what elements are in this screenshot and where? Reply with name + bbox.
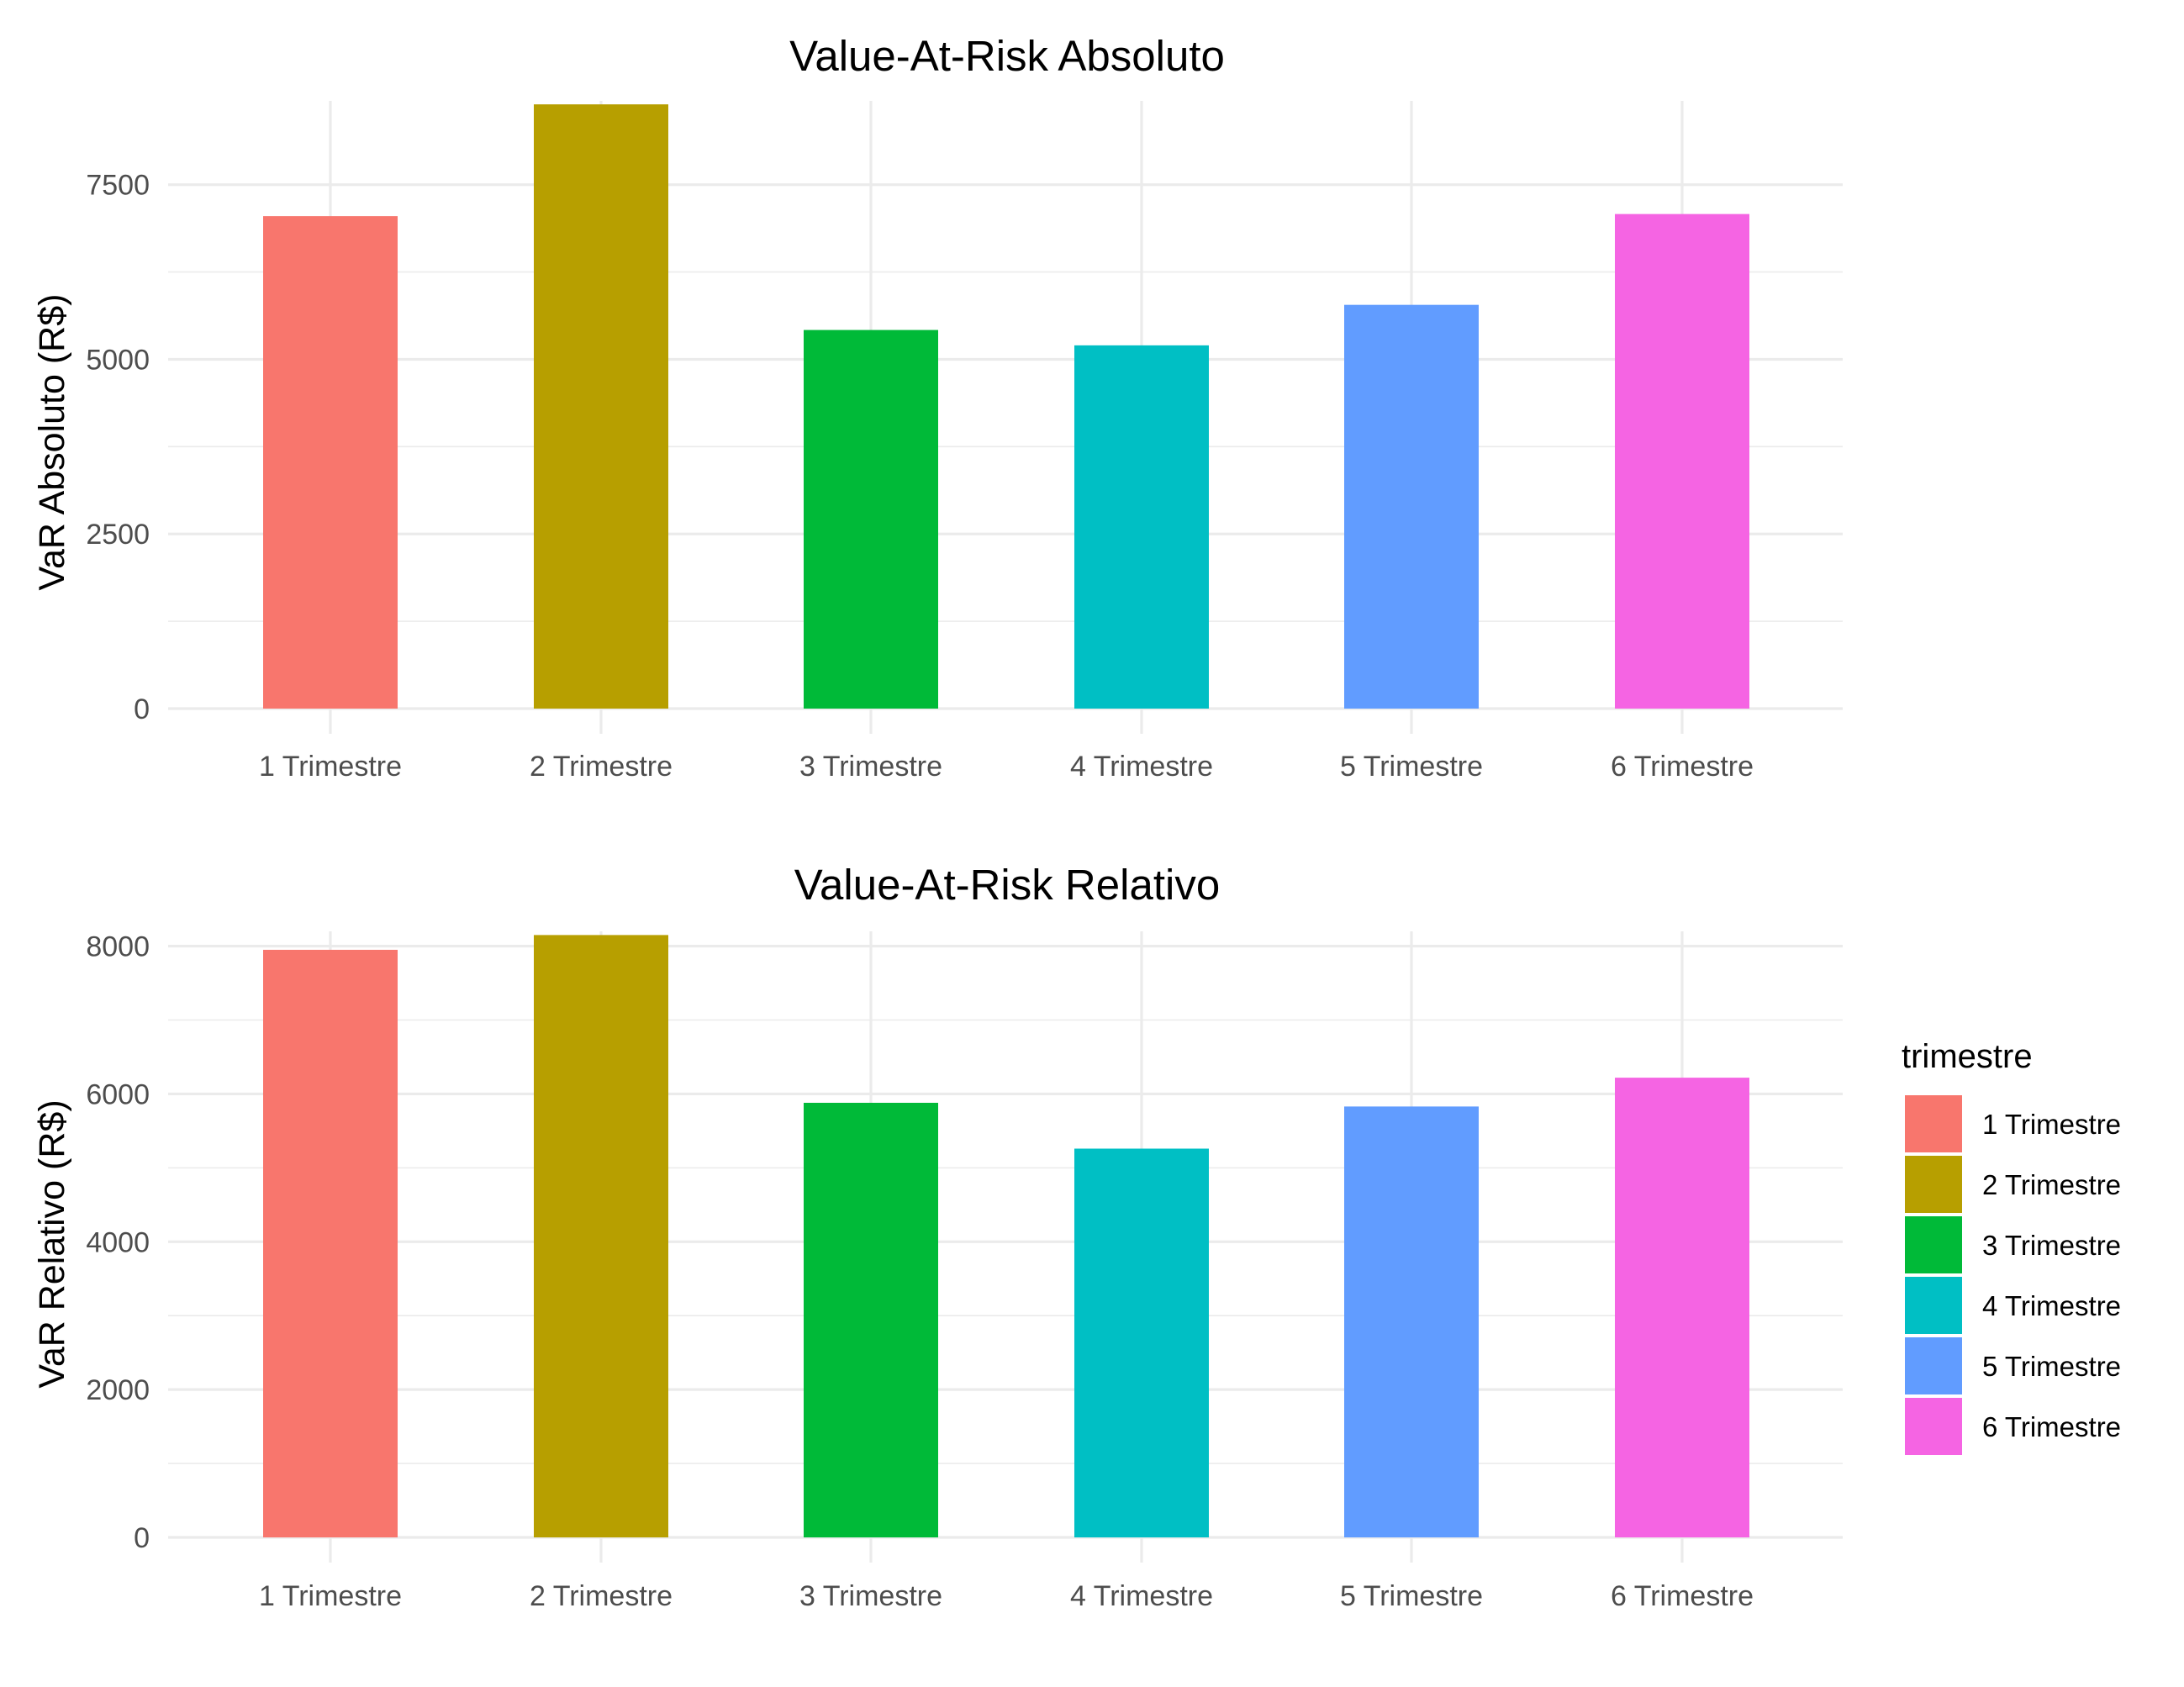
legend-title: trimestre xyxy=(1902,1038,2033,1075)
legend-label: 3 Trimestre xyxy=(1982,1230,2121,1261)
x-tick-label: 2 Trimestre xyxy=(530,751,673,783)
legend-label: 4 Trimestre xyxy=(1982,1290,2121,1321)
y-tick-label: 4000 xyxy=(86,1226,150,1258)
legend-label: 2 Trimestre xyxy=(1982,1169,2121,1200)
x-tick-label: 5 Trimestre xyxy=(1340,1580,1483,1612)
panel-relativo-y-axis-title: VaR Relativo (R$) xyxy=(32,1099,72,1388)
legend-swatch xyxy=(1905,1156,1962,1213)
x-tick-label: 1 Trimestre xyxy=(259,751,402,783)
panel-relativo-title: Value-At-Risk Relativo xyxy=(794,861,1220,909)
x-tick-label: 6 Trimestre xyxy=(1611,751,1754,783)
panel-relativo-y-ticks: 0 2000 4000 6000 8000 xyxy=(86,931,150,1554)
bar xyxy=(1615,214,1749,709)
legend-swatch xyxy=(1905,1277,1962,1334)
panel-relativo-grid xyxy=(168,931,1843,1563)
legend-label: 5 Trimestre xyxy=(1982,1351,2121,1382)
x-tick-label: 6 Trimestre xyxy=(1611,1580,1754,1612)
bar xyxy=(804,329,938,709)
legend: trimestre 1 Trimestre 2 Trimestre 3 Trimes… xyxy=(1902,1038,2121,1455)
legend-swatch xyxy=(1905,1216,1962,1273)
bar xyxy=(804,1102,938,1537)
panel-relativo-x-ticks: 1 Trimestre 2 Trimestre 3 Trimestre 4 Trime… xyxy=(259,1580,1754,1612)
x-tick-label: 2 Trimestre xyxy=(530,1580,673,1612)
panel-absoluto: 0 2500 5000 7500 1 Trimestre 2 Trimestre 3 Tr… xyxy=(32,32,1843,783)
y-tick-label: 0 xyxy=(134,693,150,725)
panel-absoluto-title: Value-At-Risk Absoluto xyxy=(789,32,1225,80)
legend-label: 1 Trimestre xyxy=(1982,1109,2121,1140)
panel-absoluto-grid xyxy=(168,101,1843,734)
y-tick-label: 0 xyxy=(134,1522,150,1554)
bar xyxy=(534,935,668,1537)
bar xyxy=(534,104,668,709)
y-tick-label: 5000 xyxy=(86,344,150,376)
x-tick-label: 3 Trimestre xyxy=(799,751,942,783)
y-tick-label: 2500 xyxy=(86,519,150,551)
bar xyxy=(263,216,398,709)
panel-absoluto-bars xyxy=(263,104,1749,709)
panel-absoluto-x-ticks: 1 Trimestre 2 Trimestre 3 Trimestre 4 Trime… xyxy=(259,751,1754,783)
y-tick-label: 6000 xyxy=(86,1078,150,1110)
bar xyxy=(1615,1078,1749,1537)
legend-items: 1 Trimestre 2 Trimestre 3 Trimestre 4 Trime… xyxy=(1905,1095,2121,1455)
x-tick-label: 1 Trimestre xyxy=(259,1580,402,1612)
legend-swatch xyxy=(1905,1337,1962,1394)
y-tick-label: 7500 xyxy=(86,170,150,202)
x-tick-label: 4 Trimestre xyxy=(1070,1580,1213,1612)
y-tick-label: 2000 xyxy=(86,1374,150,1406)
bar xyxy=(1074,1148,1209,1537)
x-tick-label: 4 Trimestre xyxy=(1070,751,1213,783)
x-tick-label: 3 Trimestre xyxy=(799,1580,942,1612)
panel-absoluto-y-axis-title: VaR Absoluto (R$) xyxy=(32,294,72,591)
y-tick-label: 8000 xyxy=(86,931,150,963)
x-tick-label: 5 Trimestre xyxy=(1340,751,1483,783)
bar xyxy=(1344,304,1479,709)
legend-swatch xyxy=(1905,1398,1962,1455)
legend-swatch xyxy=(1905,1095,1962,1152)
bar xyxy=(1344,1106,1479,1537)
legend-label: 6 Trimestre xyxy=(1982,1411,2121,1442)
bar xyxy=(263,949,398,1537)
bar xyxy=(1074,345,1209,709)
panel-absoluto-y-ticks: 0 2500 5000 7500 xyxy=(86,170,150,725)
panel-relativo-bars xyxy=(263,935,1749,1537)
panel-relativo: 0 2000 4000 6000 8000 1 Trimestre 2 Trimestre… xyxy=(32,861,1843,1612)
